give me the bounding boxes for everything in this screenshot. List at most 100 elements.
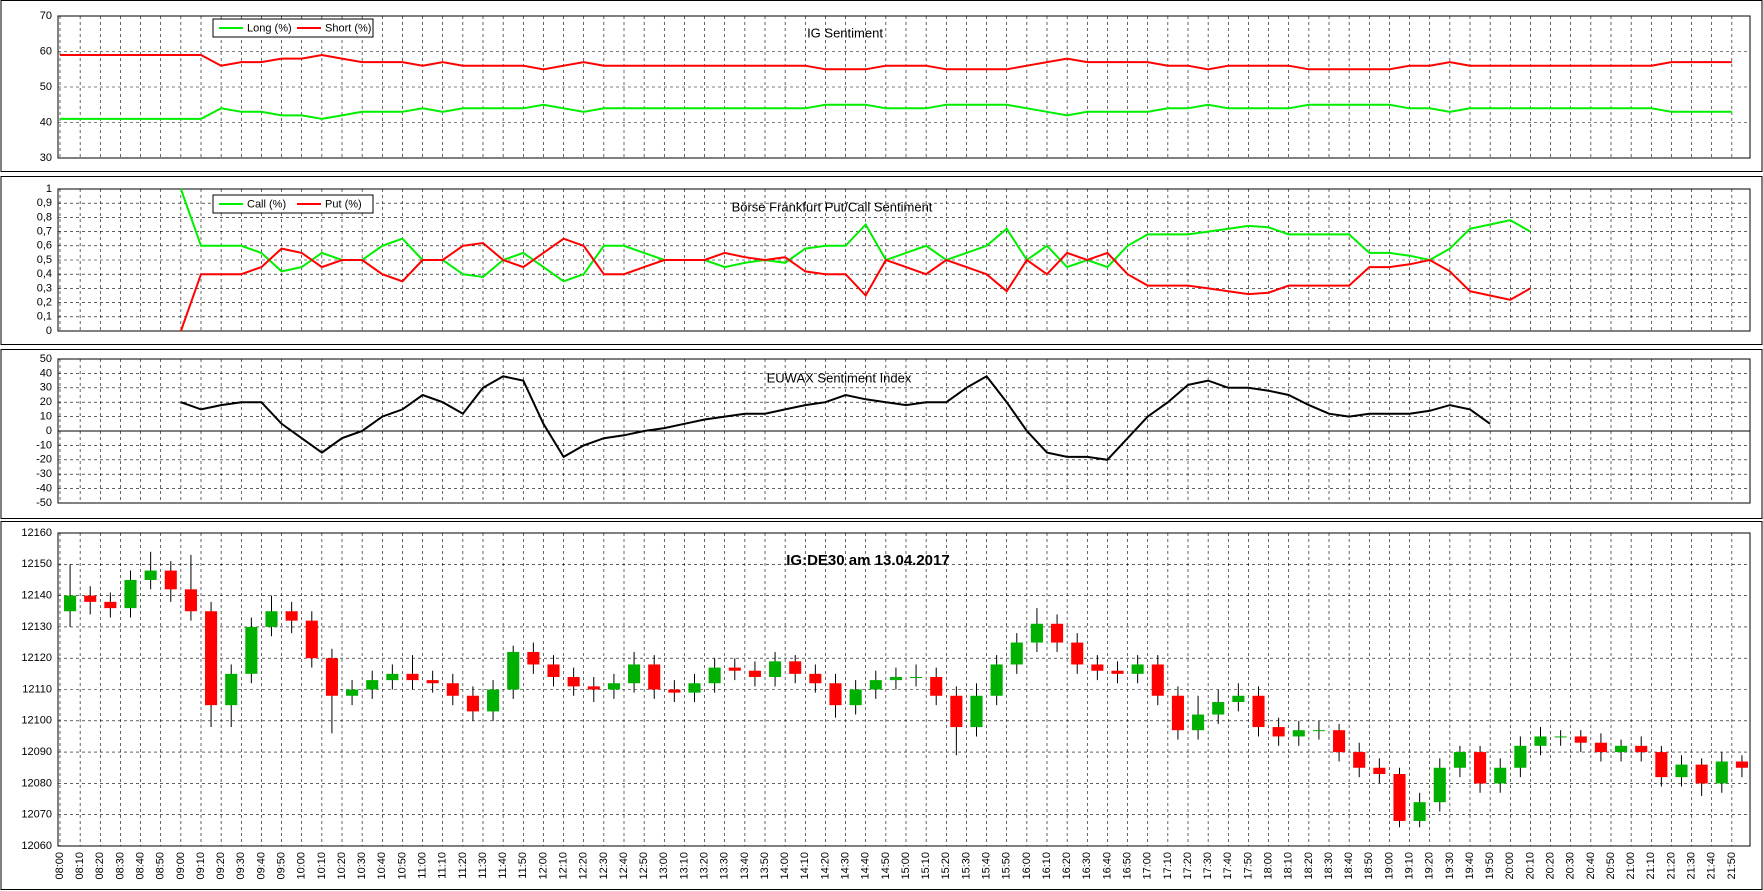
candle-body [970,695,983,728]
y-tick-label: 12150 [21,558,52,570]
x-tick-label: 15:10 [920,852,932,880]
x-tick-label: 17:40 [1222,852,1234,880]
candle-body [1151,664,1164,696]
candle-body [446,683,459,696]
y-tick-label: 0,5 [37,254,52,266]
x-tick-label: 20:20 [1545,852,1557,880]
candle-body [386,673,399,681]
y-tick-label: -30 [36,468,52,480]
x-tick-label: 08:40 [135,852,147,880]
candle-body [1735,761,1748,768]
y-tick-label: 12120 [21,652,52,664]
candle-body [1232,695,1245,703]
y-tick-label: 30 [40,152,52,164]
candle-body [164,570,177,590]
candle-body [84,595,97,602]
chart-title: EUWAX Sentiment Index [767,370,912,385]
x-tick-label: 15:00 [900,852,912,880]
candle-body [1373,767,1386,775]
x-tick-label: 20:30 [1565,852,1577,880]
candle-body [1252,695,1265,728]
candle-body [628,664,641,684]
x-tick-label: 15:40 [981,852,993,880]
x-tick-label: 14:40 [860,852,872,880]
candle-body [607,683,620,690]
x-tick-label: 12:30 [598,852,610,880]
y-tick-label: 0,9 [37,197,52,209]
candle-body [144,570,157,580]
x-tick-label: 12:00 [537,852,549,880]
y-tick-label: 12060 [21,840,52,852]
candle-body [1635,745,1648,753]
candle-body [1393,774,1406,821]
y-tick-label: -40 [36,483,52,495]
y-tick-label: 0,3 [37,282,52,294]
x-tick-label: 18:00 [1263,852,1275,880]
candle-body [1695,764,1708,784]
x-tick-label: 12:50 [638,852,650,880]
candle-body [930,676,943,696]
x-tick-label: 12:10 [558,852,570,880]
candle-body [1192,714,1205,731]
candle-body [104,601,117,609]
candle-body [648,664,661,690]
x-tick-label: 09:10 [195,852,207,880]
candle-body [527,651,540,665]
y-tick-label: 20 [40,396,52,408]
series-line [60,53,1732,71]
y-tick-label: 70 [40,10,52,22]
x-tick-label: 19:50 [1484,852,1496,880]
x-tick-label: 10:50 [396,852,408,880]
x-tick-label: 11:10 [437,852,449,879]
x-tick-label: 13:20 [699,852,711,880]
candle-body [567,676,580,687]
x-tick-label: 16:20 [1061,852,1073,880]
x-tick-label: 08:10 [74,852,86,880]
x-tick-label: 13:00 [658,852,670,880]
y-tick-label: 40 [40,367,52,379]
candle-body [1433,767,1446,803]
candle-body [346,689,359,696]
x-tick-label: 13:10 [678,852,690,880]
y-tick-label: 40 [40,116,52,128]
x-tick-label: 21:40 [1706,852,1718,880]
candle-body [406,673,419,681]
y-tick-label: 12160 [21,527,52,539]
y-tick-label: 30 [40,382,52,394]
candle-body [124,579,137,609]
candle-body [245,626,258,674]
candle-body [366,680,379,690]
candle-body [1655,752,1668,778]
candle-body [688,683,701,693]
candle-body [265,611,278,627]
y-tick-label: 10 [40,411,52,423]
x-tick-label: 09:30 [235,852,247,880]
y-tick-label: 12140 [21,590,52,602]
candle-body [1534,736,1547,746]
panel-frame [0,0,1763,172]
x-tick-label: 20:10 [1524,852,1536,880]
x-tick-label: 19:20 [1424,852,1436,880]
candle-body [1212,702,1225,715]
legend-box [212,18,374,38]
x-tick-label: 20:50 [1605,852,1617,880]
x-tick-label: 18:30 [1323,852,1335,880]
x-tick-label: 15:50 [1001,852,1013,880]
candle-body [1554,736,1567,738]
x-tick-label: 14:00 [779,852,791,880]
legend-label: Call (%) [247,198,286,210]
y-tick-label: 12130 [21,621,52,633]
candle-body [910,676,923,678]
y-tick-label: 0,7 [37,226,52,238]
candle-body [1171,695,1184,731]
x-tick-label: 14:10 [799,852,811,880]
x-tick-label: 11:40 [497,852,509,879]
y-tick-label: 12080 [21,777,52,789]
candle-body [1010,642,1023,665]
chart-title: Börse Frankfurt Put/Call Sentiment [732,199,933,214]
x-tick-label: 21:50 [1726,852,1738,880]
candle-body [1051,623,1064,643]
y-tick-label: 50 [40,353,52,365]
candle-body [305,620,318,659]
